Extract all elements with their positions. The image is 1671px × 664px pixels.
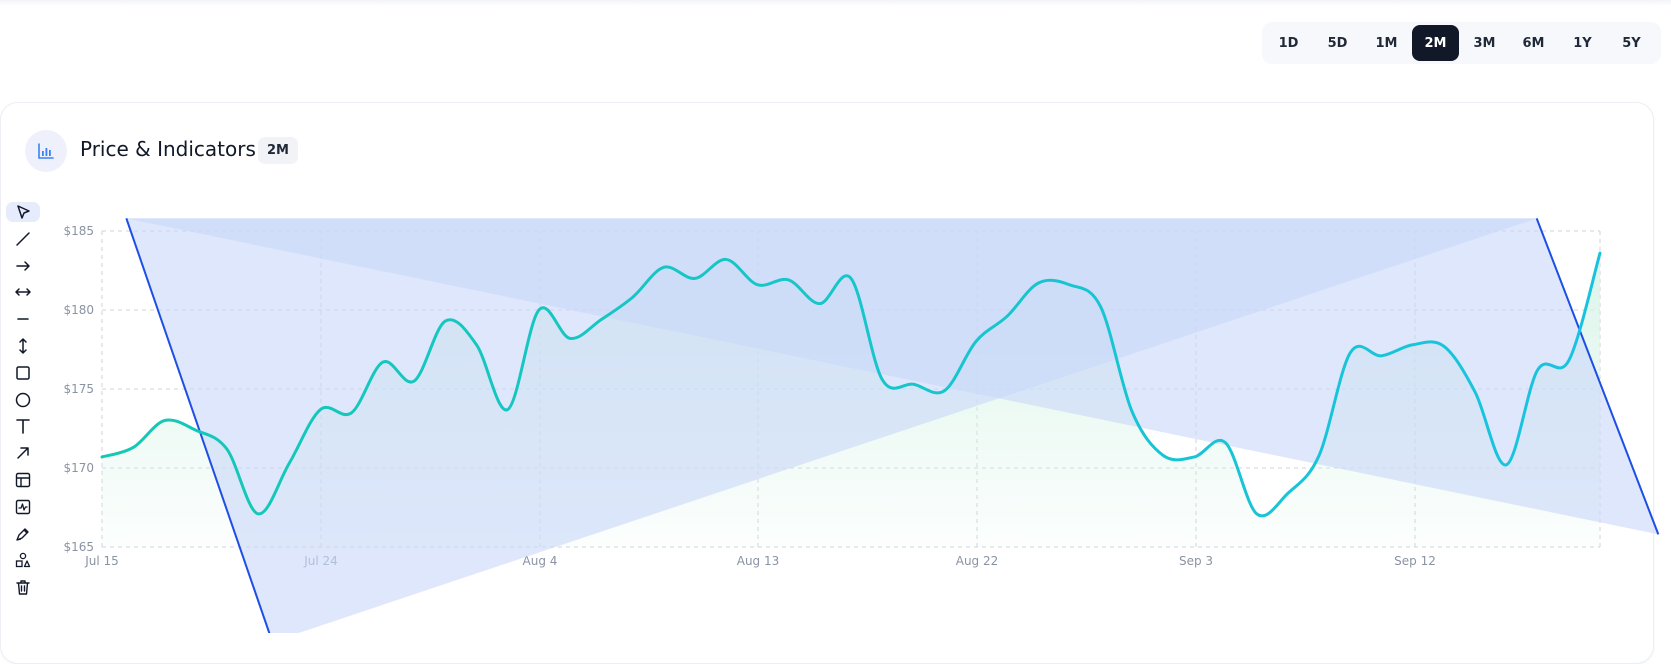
bar-chart-glyph bbox=[38, 143, 54, 159]
range-selector: 1D 5D 1M 2M 3M 6M 1Y 5Y bbox=[1262, 22, 1661, 64]
rectangle-tool[interactable] bbox=[6, 363, 40, 383]
y-tick-label: $175 bbox=[63, 382, 94, 396]
vertical-range-icon bbox=[19, 338, 27, 354]
pen-tool[interactable] bbox=[6, 524, 40, 544]
trash-icon bbox=[16, 580, 30, 595]
range-button-1m[interactable]: 1M bbox=[1363, 25, 1410, 61]
range-button-3m[interactable]: 3M bbox=[1461, 25, 1508, 61]
drawing-edge-right bbox=[1535, 218, 1660, 535]
x-tick-label: Sep 12 bbox=[1394, 554, 1436, 568]
circle-icon bbox=[15, 392, 31, 407]
text-icon bbox=[16, 419, 30, 435]
period-badge: 2M bbox=[258, 137, 298, 164]
pen-icon bbox=[16, 527, 29, 541]
x-tick-label: Aug 22 bbox=[956, 554, 999, 568]
arrow-diagonal-icon bbox=[17, 447, 29, 459]
arrow-right-tool[interactable] bbox=[6, 256, 40, 276]
trash-tool[interactable] bbox=[6, 577, 40, 597]
shapes-tool[interactable] bbox=[6, 550, 40, 570]
indicator-icon bbox=[15, 499, 31, 514]
layout-tool[interactable] bbox=[6, 470, 40, 490]
range-button-5y[interactable]: 5Y bbox=[1608, 25, 1655, 61]
price-line bbox=[100, 251, 1602, 518]
drawing-toolbar bbox=[5, 202, 41, 604]
x-tick-label: Jul 15 bbox=[84, 554, 119, 568]
chart-title: Price & Indicators bbox=[80, 137, 256, 161]
range-button-6m[interactable]: 6M bbox=[1510, 25, 1557, 61]
shapes-icon bbox=[15, 553, 31, 568]
trend-line-icon bbox=[16, 232, 30, 246]
arrow-right-icon bbox=[16, 260, 30, 271]
double-arrow-icon bbox=[15, 288, 31, 297]
text-tool[interactable] bbox=[6, 416, 40, 436]
horizontal-line-tool[interactable] bbox=[6, 309, 40, 329]
indicator-tool[interactable] bbox=[6, 497, 40, 517]
circle-tool[interactable] bbox=[6, 390, 40, 410]
range-button-5d[interactable]: 5D bbox=[1314, 25, 1361, 61]
horizontal-line-icon bbox=[17, 318, 29, 320]
cursor-tool[interactable] bbox=[6, 202, 40, 222]
vertical-range-tool[interactable] bbox=[6, 336, 40, 356]
y-tick-label: $180 bbox=[63, 303, 94, 317]
triangle-drawing-2 bbox=[126, 218, 1659, 535]
range-button-1d[interactable]: 1D bbox=[1265, 25, 1312, 61]
rectangle-icon bbox=[16, 366, 30, 380]
x-tick-label: Aug 4 bbox=[523, 554, 558, 568]
double-arrow-tool[interactable] bbox=[6, 282, 40, 302]
y-tick-label: $165 bbox=[63, 540, 94, 554]
bar-chart-icon bbox=[25, 130, 67, 172]
y-tick-label: $185 bbox=[63, 224, 94, 238]
layout-icon bbox=[15, 472, 31, 488]
x-tick-label: Aug 13 bbox=[737, 554, 780, 568]
cursor-icon bbox=[17, 205, 30, 219]
range-button-1y[interactable]: 1Y bbox=[1559, 25, 1606, 61]
arrow-diagonal-tool[interactable] bbox=[6, 443, 40, 463]
y-tick-label: $170 bbox=[63, 461, 94, 475]
top-shadow bbox=[0, 0, 1671, 6]
trend-line-tool[interactable] bbox=[6, 229, 40, 249]
x-tick-label: Sep 3 bbox=[1179, 554, 1213, 568]
range-button-2m[interactable]: 2M bbox=[1412, 25, 1459, 61]
